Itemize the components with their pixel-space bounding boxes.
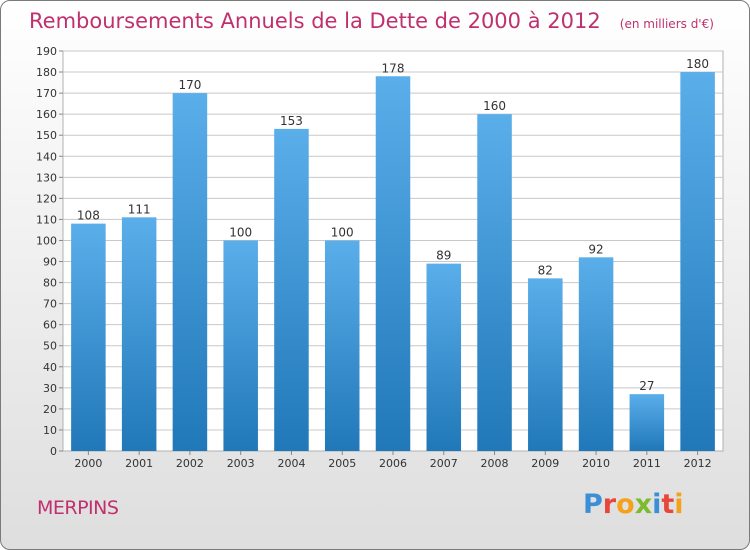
y-tick-label: 40 (43, 361, 57, 374)
x-tick-label: 2008 (481, 457, 509, 470)
y-tick-label: 170 (36, 87, 57, 100)
x-tick-label: 2001 (125, 457, 153, 470)
y-tick-label: 130 (36, 171, 57, 184)
y-tick-label: 20 (43, 403, 57, 416)
bar-2002 (172, 93, 208, 452)
chart-unit: (en milliers d'€) (619, 17, 714, 31)
bar-value-label: 153 (280, 114, 303, 128)
y-tick-label: 90 (43, 256, 57, 269)
bar-value-label: 92 (588, 242, 603, 256)
bar-value-label: 170 (178, 78, 201, 92)
bar-value-label: 100 (331, 225, 354, 239)
y-tick-label: 110 (36, 213, 57, 226)
logo-letter: i (652, 489, 662, 520)
y-tick-label: 70 (43, 298, 57, 311)
bar-2003 (223, 240, 258, 451)
x-tick-label: 2006 (379, 457, 407, 470)
bar-2000 (71, 223, 106, 451)
x-tick-label: 2011 (633, 457, 661, 470)
y-tick-label: 60 (43, 319, 57, 332)
bar-2009 (528, 278, 563, 451)
x-axis-ticks: 2000 2001 2002 2003 2004 2005 2006 2007 2008 2009… (74, 451, 712, 470)
bar-value-label: 178 (382, 61, 405, 75)
logo-letter: o (616, 489, 635, 520)
proxiti-logo: Proxiti (583, 489, 684, 520)
bars: 108 111 170 100 153 100 178 89 160 82 92 27 180 (71, 57, 715, 452)
chart-title: Remboursements Annuels de la Dette de 20… (29, 9, 601, 33)
bar-value-label: 100 (229, 225, 252, 239)
y-axis-ticks: 0 10 20 30 40 50 60 70 80 90 100 110 120 130 140 150 160… (36, 45, 63, 458)
x-tick-label: 2003 (227, 457, 255, 470)
bar-2004 (274, 128, 309, 451)
y-tick-label: 80 (43, 277, 57, 290)
y-tick-label: 150 (36, 129, 57, 142)
bar-2007 (426, 263, 462, 451)
bar-value-label: 180 (686, 57, 709, 71)
y-tick-label: 50 (43, 340, 57, 353)
bar-2005 (324, 240, 360, 451)
bar-value-label: 27 (639, 379, 654, 393)
x-tick-label: 2007 (430, 457, 458, 470)
bar-value-label: 108 (77, 209, 100, 223)
commune-name: MERPINS (37, 497, 119, 519)
y-tick-label: 30 (43, 382, 57, 395)
y-tick-label: 140 (36, 150, 57, 163)
logo-letter: P (583, 489, 603, 520)
bar-value-label: 82 (538, 263, 553, 277)
y-tick-label: 180 (36, 66, 57, 79)
bar-2006 (375, 76, 411, 452)
bar-value-label: 111 (128, 202, 151, 216)
x-tick-label: 2010 (582, 457, 610, 470)
bar-2010 (578, 257, 614, 451)
logo-letter: i (674, 489, 684, 520)
logo-letter: x (634, 489, 653, 520)
x-tick-label: 2009 (531, 457, 559, 470)
x-tick-label: 2000 (74, 457, 102, 470)
y-tick-label: 0 (50, 445, 57, 458)
y-tick-label: 10 (43, 424, 57, 437)
y-tick-label: 160 (36, 108, 57, 121)
title-row: Remboursements Annuels de la Dette de 20… (29, 9, 714, 33)
bar-2011 (629, 394, 665, 451)
x-tick-label: 2002 (176, 457, 204, 470)
y-tick-label: 100 (36, 234, 57, 247)
y-tick-label: 120 (36, 192, 57, 205)
x-tick-label: 2012 (684, 457, 712, 470)
bar-2012 (680, 72, 715, 451)
bar-value-label: 89 (436, 249, 451, 263)
y-tick-label: 190 (36, 45, 57, 58)
bar-2001 (121, 217, 157, 451)
x-tick-label: 2005 (328, 457, 356, 470)
logo-letter: t (661, 489, 675, 520)
x-tick-label: 2004 (277, 457, 305, 470)
logo-letter: r (602, 489, 617, 520)
bar-value-label: 160 (483, 99, 506, 113)
bar-2008 (477, 114, 512, 451)
